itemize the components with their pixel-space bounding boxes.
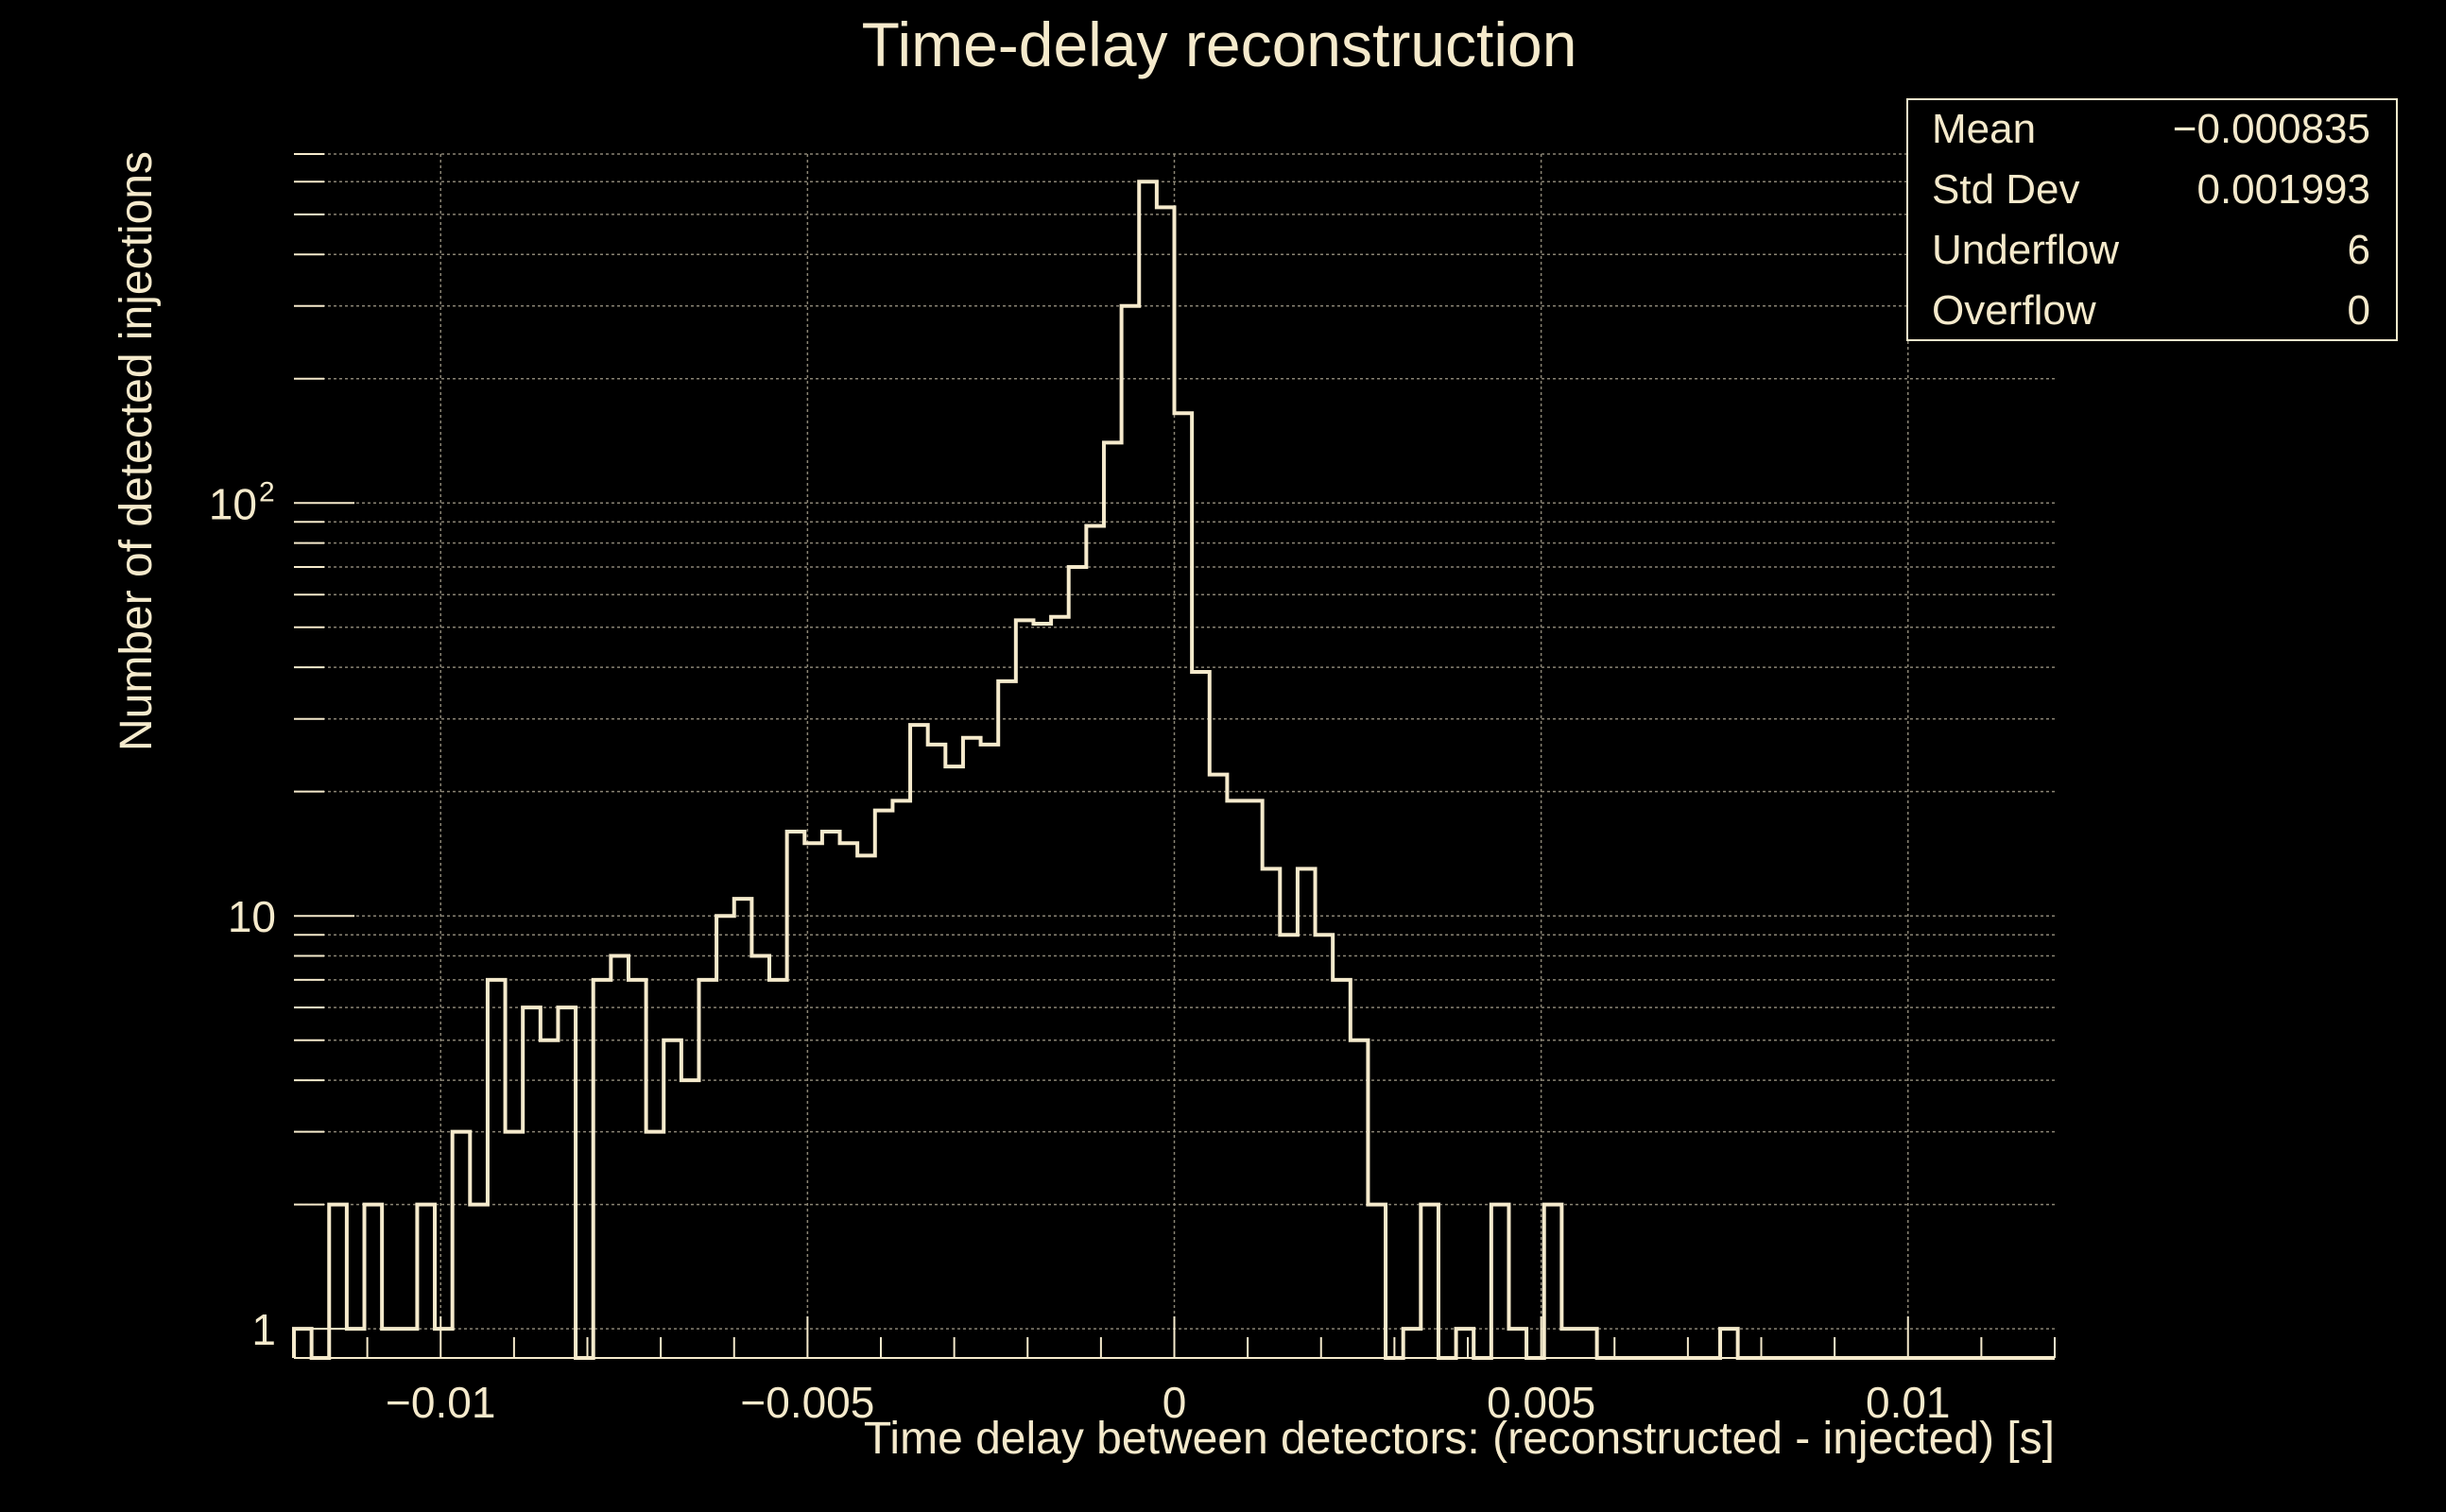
x-tick-label-4: 0.01 [1866, 1378, 1951, 1427]
histogram-bin-48 [1139, 181, 1157, 1358]
histogram-bin-39 [981, 745, 999, 1358]
stats-box: Mean −0.000835 Std Dev 0.001993 Underflow 6 Ov… [1906, 98, 2398, 341]
histogram-bins [294, 181, 1738, 1358]
histogram-bin-54 [1245, 800, 1263, 1358]
histogram-bin-3 [347, 1329, 365, 1358]
y-tick-label-1: 10 [228, 892, 276, 941]
histogram-bin-55 [1263, 868, 1281, 1358]
histogram-step-line [292, 180, 2055, 1360]
histogram-bin-71 [1544, 1205, 1562, 1358]
y-axis-title: Number of detected injections [112, 151, 162, 751]
histogram-bin-51 [1192, 672, 1210, 1358]
x-tick-label-1: −0.005 [740, 1378, 874, 1427]
histogram-bin-72 [1561, 1329, 1579, 1358]
histogram-bin-28 [787, 832, 805, 1358]
histogram-bin-56 [1280, 935, 1298, 1358]
histogram-bin-8 [435, 1329, 453, 1358]
histogram-bin-4 [365, 1205, 383, 1358]
x-axis-ticks: −0.01 −0.005 0 0.005 0.01 [386, 1378, 1950, 1427]
histogram-bin-68 [1491, 1205, 1509, 1358]
stats-box-frame [1906, 98, 2398, 341]
histogram-bin-20 [646, 1132, 664, 1358]
histogram-bin-36 [928, 745, 946, 1358]
histogram-bin-33 [875, 811, 893, 1358]
histogram-bin-21 [663, 1040, 681, 1358]
histogram-bin-47 [1122, 306, 1140, 1358]
histogram-bin-18 [611, 956, 629, 1358]
y-tick-label-0: 1 [251, 1305, 276, 1354]
histogram-bin-63 [1404, 1329, 1421, 1358]
histogram-bin-40 [998, 681, 1016, 1358]
histogram-bin-12 [506, 1132, 524, 1358]
histogram-bin-22 [681, 1080, 699, 1358]
histogram-bin-5 [382, 1329, 400, 1358]
y-tick-exponent-2: 2 [259, 476, 275, 507]
histogram-bin-34 [892, 800, 910, 1358]
histogram-bin-17 [594, 980, 612, 1358]
histogram-bin-30 [822, 832, 840, 1358]
histogram-bin-69 [1508, 1329, 1526, 1358]
stats-value-underflow: 6 [2348, 227, 2370, 273]
histogram-bin-44 [1069, 567, 1087, 1358]
x-tick-label-2: 0 [1163, 1378, 1187, 1427]
histogram-bin-43 [1051, 617, 1069, 1358]
stats-label-std-dev: Std Dev [1932, 166, 2080, 213]
histogram-bin-50 [1175, 413, 1193, 1358]
histogram-bin-58 [1316, 935, 1334, 1358]
histogram-bin-2 [329, 1205, 347, 1358]
histogram-bin-64 [1421, 1205, 1438, 1358]
histogram-bin-81 [1720, 1329, 1738, 1358]
histogram-bin-73 [1579, 1329, 1597, 1358]
histogram-bin-66 [1456, 1329, 1474, 1358]
histogram-bin-29 [804, 843, 822, 1358]
histogram-bin-46 [1104, 442, 1122, 1358]
histogram-bin-14 [541, 1040, 559, 1358]
x-tick-label-3: 0.005 [1487, 1378, 1595, 1427]
histogram-bin-38 [963, 738, 981, 1358]
histogram-bin-25 [734, 899, 752, 1358]
stats-label-underflow: Underflow [1932, 227, 2119, 273]
histogram-bin-23 [698, 980, 716, 1358]
histogram-bin-19 [629, 980, 646, 1358]
histogram-bin-31 [840, 843, 858, 1358]
histogram-bin-53 [1227, 800, 1245, 1358]
x-axis-title: Time delay between detectors: (reconstru… [864, 1414, 2055, 1464]
histogram-bin-32 [857, 855, 875, 1358]
histogram-bin-57 [1298, 868, 1316, 1358]
histogram-bin-61 [1368, 1205, 1386, 1358]
histogram-bin-26 [751, 956, 769, 1358]
histogram-bin-24 [716, 916, 734, 1358]
histogram-bin-7 [417, 1205, 435, 1358]
histogram-bin-6 [400, 1329, 418, 1358]
stats-value-std-dev: 0.001993 [2196, 166, 2370, 213]
stats-label-mean: Mean [1932, 106, 2036, 152]
histogram-bin-27 [769, 980, 787, 1358]
histogram-bin-10 [470, 1205, 488, 1358]
histogram-bin-42 [1033, 624, 1051, 1358]
histogram-bin-15 [558, 1007, 576, 1358]
histogram-bin-52 [1210, 775, 1228, 1358]
histogram-bin-59 [1333, 980, 1351, 1358]
stats-value-mean: −0.000835 [2173, 106, 2370, 152]
stats-label-overflow: Overflow [1932, 287, 2096, 334]
chart-title: Time-delay reconstruction [862, 9, 1577, 79]
histogram-bin-35 [910, 725, 928, 1358]
histogram-bin-41 [1016, 620, 1034, 1358]
histogram-bin-37 [945, 766, 963, 1358]
stats-value-overflow: 0 [2348, 287, 2370, 334]
histogram-bin-45 [1086, 526, 1104, 1358]
histogram-bin-9 [453, 1132, 471, 1358]
x-tick-label-0: −0.01 [386, 1378, 495, 1427]
histogram-bin-60 [1351, 1040, 1369, 1358]
histogram-bin-13 [523, 1007, 541, 1358]
histogram-bin-0 [294, 1329, 312, 1358]
grid-lines [294, 153, 2055, 1358]
histogram-bin-11 [488, 980, 506, 1358]
histogram-bin-49 [1157, 207, 1175, 1358]
y-tick-label-2: 10 [209, 479, 257, 528]
